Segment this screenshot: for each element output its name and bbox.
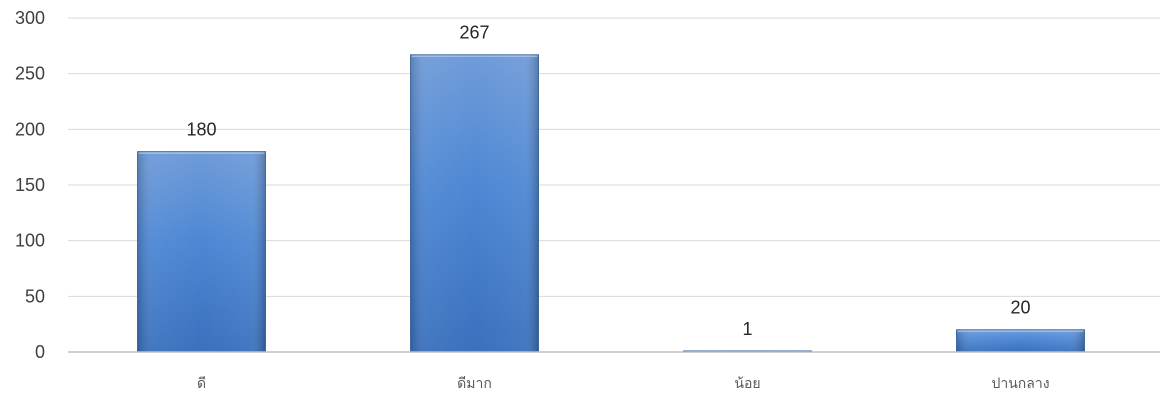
data-labels: 180 267 1 20	[186, 23, 1030, 339]
x-category-label: ปานกลาง	[991, 376, 1049, 392]
y-tick-label: 100	[15, 231, 45, 251]
bar-sheen	[956, 329, 1085, 352]
y-tick-label: 0	[35, 342, 45, 362]
bar-1	[410, 54, 539, 353]
data-label: 267	[459, 23, 489, 43]
bar-sheen	[410, 54, 539, 353]
x-axis-categories: ดี ดีมาก น้อย ปานกลาง	[197, 376, 1050, 392]
y-tick-label: 150	[15, 175, 45, 195]
y-tick-label: 300	[15, 8, 45, 28]
x-category-label: ดี	[197, 376, 206, 392]
data-label: 180	[186, 120, 216, 140]
bar-0	[137, 151, 266, 353]
bar-sheen	[137, 151, 266, 352]
bar-3	[956, 329, 1085, 353]
x-category-label: ดีมาก	[457, 376, 492, 392]
x-category-label: น้อย	[734, 376, 760, 392]
y-tick-label: 250	[15, 64, 45, 84]
bars	[137, 54, 1085, 353]
y-axis-ticks: 0 50 100 150 200 250 300	[15, 8, 45, 362]
y-tick-label: 50	[25, 286, 45, 306]
data-label: 20	[1010, 298, 1030, 318]
y-tick-label: 200	[15, 119, 45, 139]
data-label: 1	[742, 319, 752, 339]
